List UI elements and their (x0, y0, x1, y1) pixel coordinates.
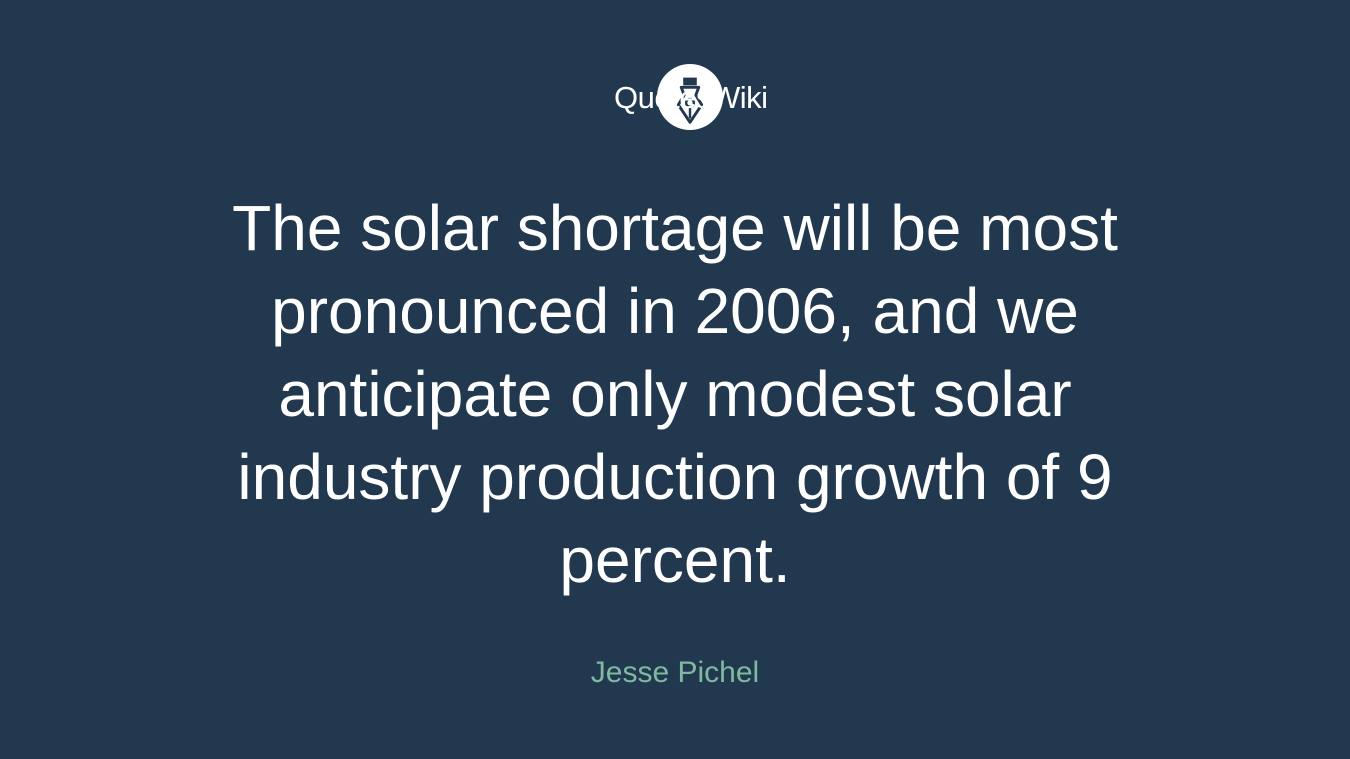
quote-line: industry production growth of 9 (237, 441, 1113, 513)
quote-line: pronounced in 2006, and we (271, 275, 1079, 347)
quote-line: percent. (559, 524, 791, 596)
quote-line: anticipate only modest solar (278, 358, 1072, 430)
logo-icon (656, 64, 724, 131)
author: Jesse Pichel (590, 656, 760, 689)
quote-line: The solar shortage will be most (232, 192, 1118, 264)
logo-text: QuotesWiki (614, 80, 768, 115)
quote: The solar shortage will be most pronounce… (0, 187, 1350, 602)
